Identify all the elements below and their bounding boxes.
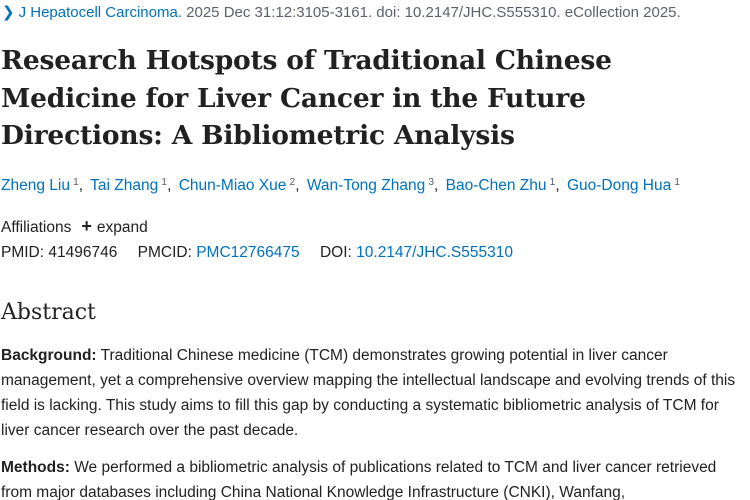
pmcid-group: PMCID: PMC12766475 [138,244,300,261]
author-affiliation-ref[interactable]: 1 [674,176,681,188]
affiliations-row: Affiliations + expand [1,216,148,237]
author-link[interactable]: Zheng Liu [1,177,70,194]
journal-citation: ❯ J Hepatocell Carcinoma. 2025 Dec 31:12:… [2,3,681,21]
abstract-methods: Methods: We performed a bibliometric ana… [1,455,746,500]
author-affiliation-ref[interactable]: 2 [289,176,296,188]
author-link[interactable]: Bao-Chen Zhu [445,177,547,194]
author-link[interactable]: Guo-Dong Hua [566,177,672,194]
background-label: Background: [1,347,97,364]
expand-label: expand [96,219,148,236]
pmid-group: PMID: 41496746 [1,244,117,261]
plus-icon: + [81,216,92,236]
author-list: Zheng Liu 1, Tai Zhang 1, Chun-Miao Xue 2, … [1,176,750,195]
doi-link[interactable]: 10.2147/JHC.S555310 [356,244,513,261]
author-link[interactable]: Chun-Miao Xue [178,177,287,194]
pmid-value: 41496746 [48,244,118,261]
methods-label: Methods: [1,459,70,476]
author-affiliation-ref[interactable]: 1 [549,176,556,188]
author-affiliation-ref[interactable]: 3 [428,176,435,188]
author-separator: , [167,177,172,194]
author-separator: , [434,177,439,194]
pmcid-label: PMCID: [137,244,192,261]
author-separator: , [295,177,300,194]
methods-text: We performed a bibliometric analysis of … [1,459,717,500]
article-title: Research Hotspots of Traditional Chinese… [1,45,612,151]
pmcid-link[interactable]: PMC12766475 [196,244,300,261]
author-separator: , [555,177,560,194]
journal-link[interactable]: J Hepatocell Carcinoma. [18,4,182,21]
doi-group: DOI: 10.2147/JHC.S555310 [320,244,513,261]
author-link[interactable]: Tai Zhang [90,177,159,194]
background-text: Traditional Chinese medicine (TCM) demon… [1,347,736,439]
author-link[interactable]: Wan-Tong Zhang [306,177,426,194]
doi-label: DOI: [319,244,352,261]
author-affiliation-ref[interactable]: 1 [72,176,79,188]
citation-details: 2025 Dec 31:12:3105-3161. doi: 10.2147/J… [181,4,681,21]
author-separator: , [78,177,84,194]
abstract-background: Background: Traditional Chinese medicine… [1,343,746,443]
identifiers-row: PMID: 41496746 PMCID: PMC12766475 DOI: 1… [1,244,529,262]
author-affiliation-ref[interactable]: 1 [161,176,168,188]
abstract-heading: Abstract [1,300,96,325]
affiliations-expand-button[interactable]: + expand [81,216,148,236]
chevron-right-icon: ❯ [2,4,15,21]
affiliations-label: Affiliations [1,219,72,236]
pmid-label: PMID: [1,244,45,261]
